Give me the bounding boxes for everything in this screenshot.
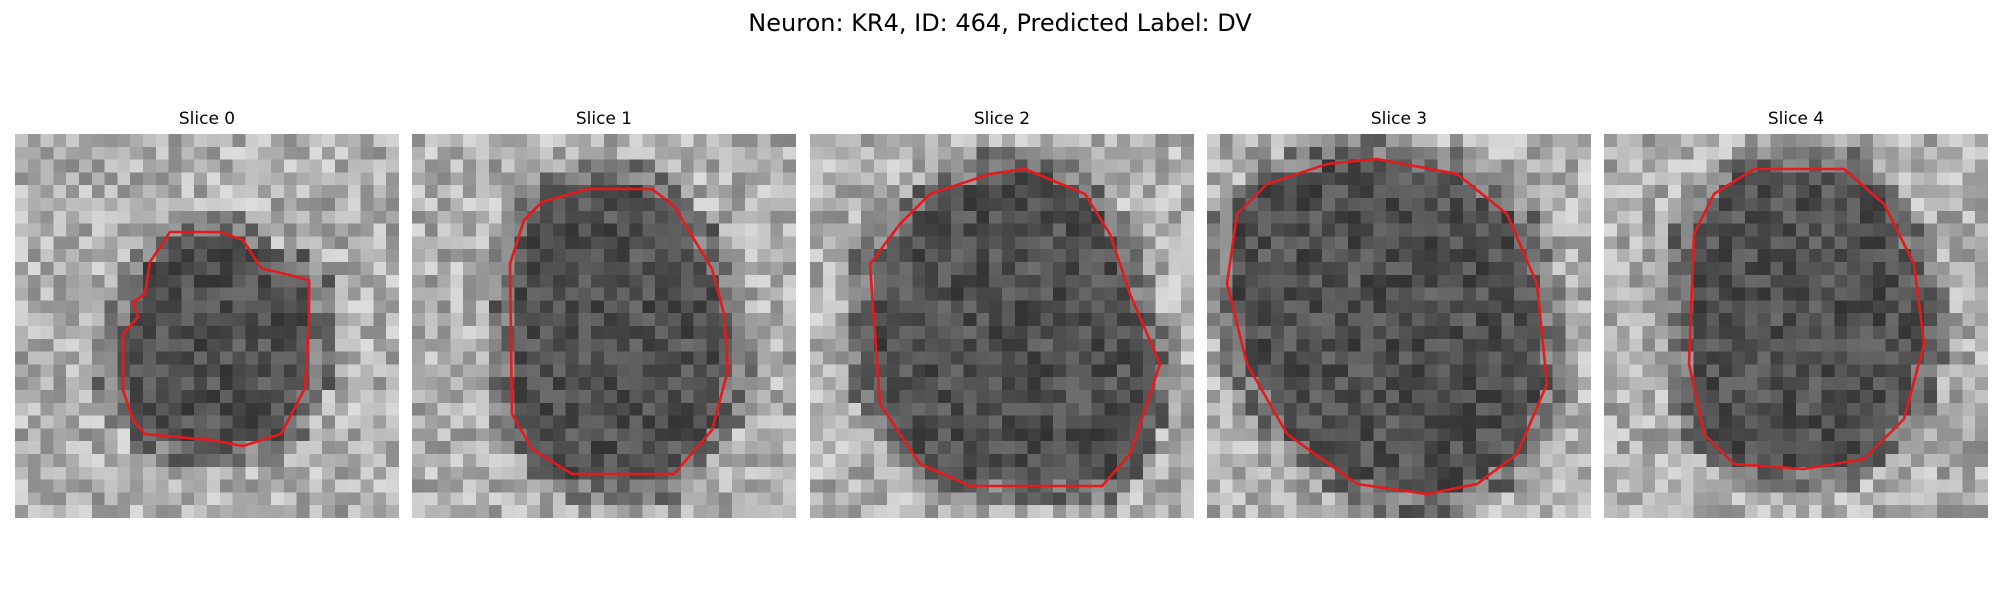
slice-texture bbox=[1207, 134, 1591, 518]
cell-contour bbox=[1687, 167, 1926, 471]
cell-contour bbox=[121, 230, 311, 448]
cell-contour bbox=[508, 187, 730, 476]
slice-title: Slice 2 bbox=[973, 109, 1031, 129]
slice-image bbox=[15, 134, 399, 518]
cell-contour bbox=[1225, 157, 1549, 496]
slice-title: Slice 1 bbox=[575, 109, 633, 129]
slice-image bbox=[1604, 134, 1988, 518]
slice-title: Slice 3 bbox=[1370, 109, 1428, 129]
slice-image bbox=[1207, 134, 1591, 518]
slice-image bbox=[412, 134, 796, 518]
slice-texture bbox=[1604, 134, 1988, 518]
slice-image bbox=[810, 134, 1194, 518]
slice-texture bbox=[412, 134, 796, 518]
slice-texture bbox=[15, 134, 399, 518]
slice-title: Slice 0 bbox=[178, 109, 236, 129]
cell-contour bbox=[868, 167, 1162, 488]
slice-title: Slice 4 bbox=[1767, 109, 1825, 129]
figure-title: Neuron: KR4, ID: 464, Predicted Label: D… bbox=[748, 9, 1252, 37]
